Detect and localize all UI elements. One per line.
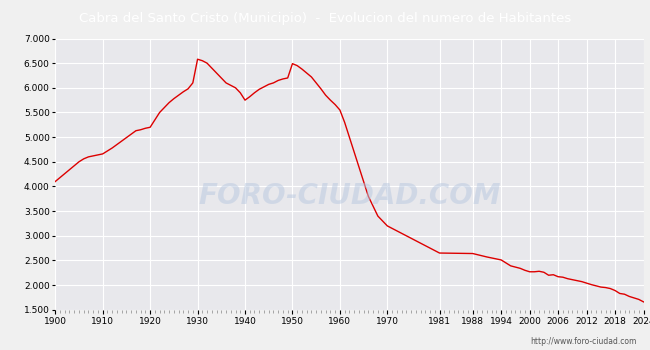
Text: FORO-CIUDAD.COM: FORO-CIUDAD.COM [198,182,500,210]
Text: http://www.foro-ciudad.com: http://www.foro-ciudad.com [530,337,637,346]
Text: Cabra del Santo Cristo (Municipio)  -  Evolucion del numero de Habitantes: Cabra del Santo Cristo (Municipio) - Evo… [79,12,571,25]
